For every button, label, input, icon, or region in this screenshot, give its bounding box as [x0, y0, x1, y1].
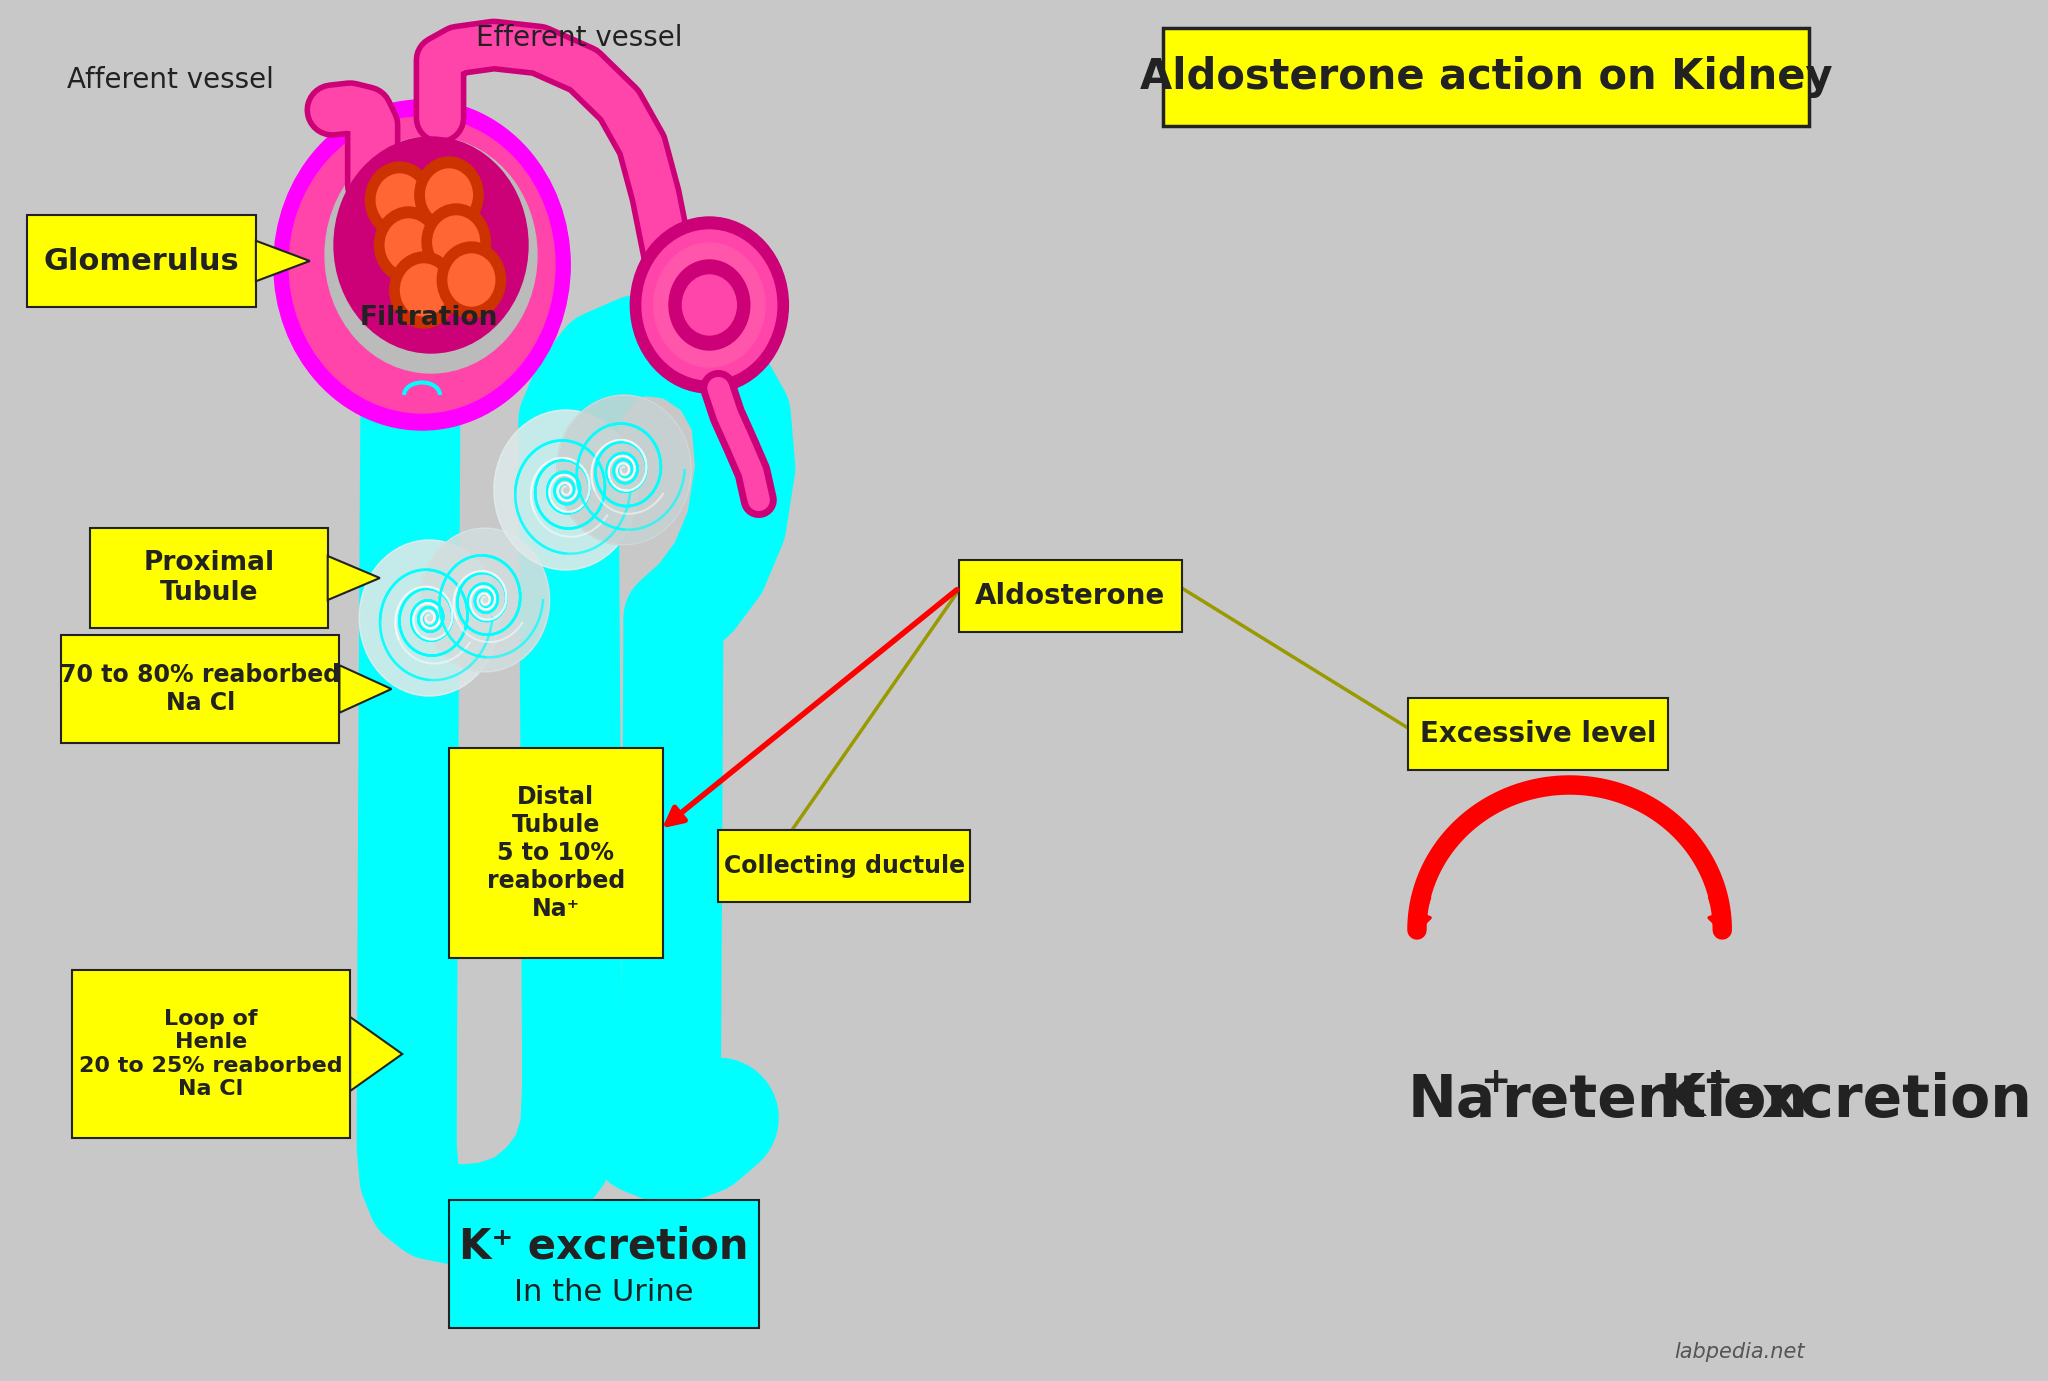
Circle shape	[365, 162, 434, 238]
Text: retention: retention	[1501, 1072, 1808, 1128]
Text: Afferent vessel: Afferent vessel	[68, 66, 274, 94]
Text: Efferent vessel: Efferent vessel	[475, 23, 682, 52]
FancyBboxPatch shape	[958, 561, 1182, 632]
Circle shape	[449, 254, 496, 307]
Polygon shape	[340, 666, 391, 713]
Circle shape	[375, 207, 442, 283]
Circle shape	[420, 528, 549, 673]
Circle shape	[438, 242, 506, 318]
FancyBboxPatch shape	[719, 830, 971, 902]
FancyBboxPatch shape	[449, 749, 664, 958]
Circle shape	[422, 204, 489, 280]
Circle shape	[334, 137, 528, 354]
Circle shape	[385, 220, 432, 271]
Polygon shape	[350, 1016, 401, 1091]
Circle shape	[682, 275, 737, 336]
Text: Distal
Tubule
5 to 10%
reaborbed
Na⁺: Distal Tubule 5 to 10% reaborbed Na⁺	[487, 786, 625, 921]
Text: Na: Na	[1407, 1072, 1497, 1128]
Circle shape	[426, 168, 473, 221]
Polygon shape	[328, 557, 379, 599]
FancyBboxPatch shape	[90, 528, 328, 628]
Text: In the Urine: In the Urine	[514, 1277, 694, 1306]
Text: Proximal
Tubule: Proximal Tubule	[143, 550, 274, 606]
Text: Glomerulus: Glomerulus	[43, 246, 240, 275]
Text: excretion: excretion	[1722, 1072, 2032, 1128]
Text: K⁺ excretion: K⁺ excretion	[459, 1225, 750, 1268]
FancyBboxPatch shape	[1407, 697, 1669, 771]
FancyBboxPatch shape	[449, 1200, 758, 1329]
Text: Collecting ductule: Collecting ductule	[723, 853, 965, 878]
Text: Aldosterone action on Kidney: Aldosterone action on Kidney	[1141, 57, 1833, 98]
Circle shape	[358, 540, 500, 696]
Circle shape	[631, 217, 788, 394]
FancyBboxPatch shape	[72, 969, 350, 1138]
Text: Aldosterone: Aldosterone	[975, 581, 1165, 610]
Circle shape	[494, 410, 637, 570]
FancyBboxPatch shape	[1163, 28, 1808, 126]
Circle shape	[289, 117, 555, 413]
Circle shape	[653, 243, 766, 367]
Circle shape	[401, 264, 446, 316]
Text: Excessive level: Excessive level	[1419, 720, 1657, 749]
Circle shape	[420, 528, 549, 673]
Text: Loop of
Henle
20 to 25% reaborbed
Na Cl: Loop of Henle 20 to 25% reaborbed Na Cl	[80, 1010, 342, 1099]
Circle shape	[641, 231, 776, 380]
Circle shape	[274, 99, 569, 429]
Circle shape	[358, 540, 500, 696]
Circle shape	[494, 410, 637, 570]
Circle shape	[557, 395, 692, 545]
Circle shape	[377, 174, 424, 226]
Circle shape	[557, 395, 692, 545]
Text: labpedia.net: labpedia.net	[1675, 1342, 1804, 1362]
FancyBboxPatch shape	[27, 215, 256, 307]
Circle shape	[432, 215, 479, 268]
FancyBboxPatch shape	[61, 635, 340, 743]
Circle shape	[389, 251, 459, 329]
Text: K: K	[1659, 1072, 1704, 1128]
Circle shape	[416, 157, 483, 233]
Text: Filtration: Filtration	[360, 305, 498, 331]
Polygon shape	[256, 240, 309, 282]
Circle shape	[670, 260, 750, 349]
Circle shape	[326, 137, 537, 373]
Text: +: +	[1702, 1065, 1733, 1099]
Text: 70 to 80% reaborbed
Na Cl: 70 to 80% reaborbed Na Cl	[59, 663, 340, 715]
Text: +: +	[1481, 1065, 1509, 1099]
